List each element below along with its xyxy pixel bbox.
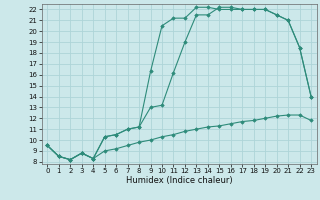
- X-axis label: Humidex (Indice chaleur): Humidex (Indice chaleur): [126, 176, 233, 185]
